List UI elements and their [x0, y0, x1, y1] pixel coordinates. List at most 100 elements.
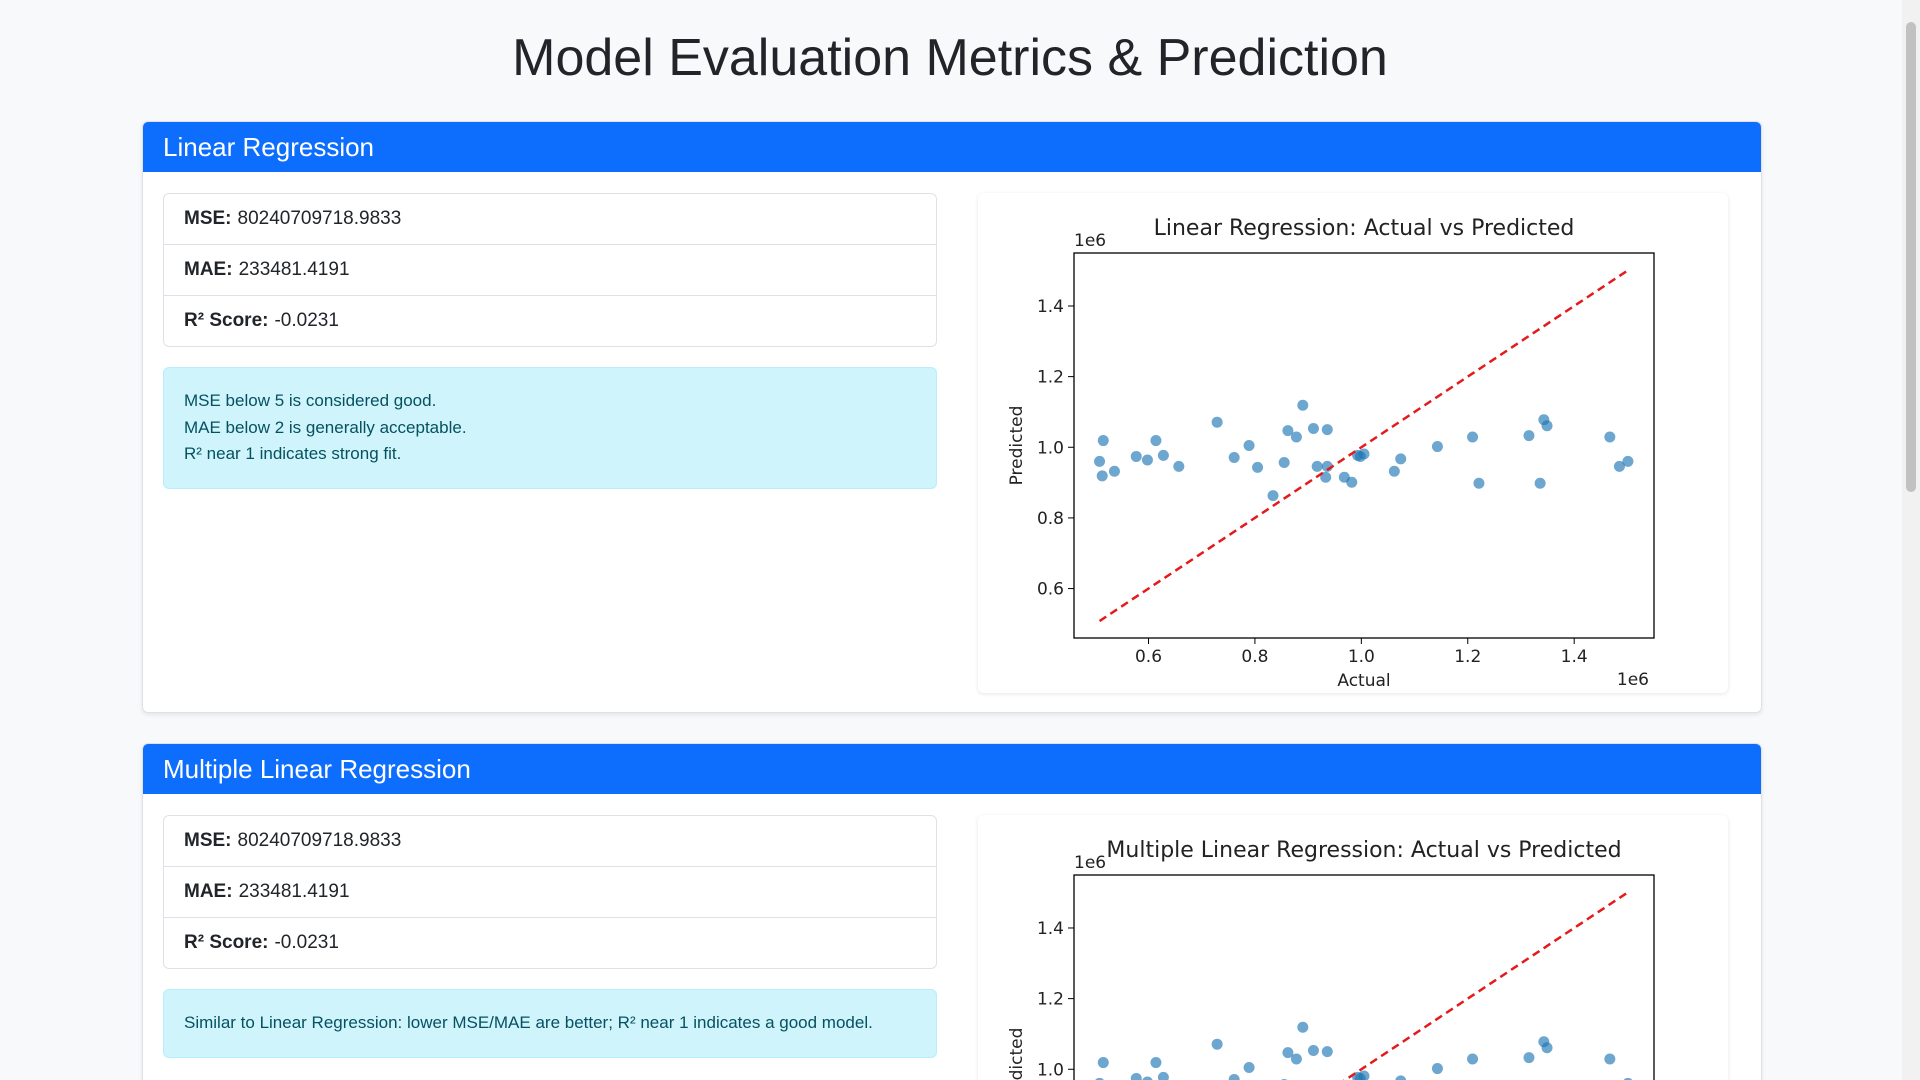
- point: [1604, 431, 1616, 443]
- x-tick-label: 0.8: [1241, 647, 1268, 667]
- metric-value: 80240709718.9833: [237, 830, 402, 851]
- x-axis-label: Actual: [1337, 671, 1390, 691]
- y-tick-label: 1.2: [1037, 990, 1064, 1010]
- x-tick-label: 1.2: [1454, 647, 1481, 667]
- point: [1252, 461, 1264, 473]
- point: [1243, 440, 1255, 451]
- y-tick-label: 0.6: [1037, 580, 1064, 600]
- point: [1228, 452, 1240, 464]
- point: [1228, 1074, 1240, 1080]
- point: [1096, 470, 1108, 482]
- point: [1157, 1071, 1169, 1080]
- point: [1211, 1038, 1223, 1050]
- y-axis-label: Predicted: [1007, 406, 1027, 486]
- y-tick-label: 1.0: [1037, 1060, 1064, 1080]
- reference-line: [1098, 269, 1629, 623]
- y-tick-label: 1.4: [1037, 919, 1064, 939]
- note-line: R² near 1 indicates strong fit.: [184, 444, 402, 463]
- y-axis-label: Predicted: [1007, 1028, 1027, 1080]
- chart-title: Linear Regression: Actual vs Predicted: [1154, 216, 1575, 241]
- y-offset-label: 1e6: [1074, 853, 1106, 873]
- y-offset-label: 1e6: [1074, 231, 1106, 251]
- point: [1142, 1076, 1153, 1080]
- point: [1395, 453, 1407, 465]
- metric-value: 80240709718.9833: [237, 208, 402, 229]
- point: [1130, 1072, 1142, 1080]
- metric-item: MAE: 233481.4191: [164, 866, 936, 917]
- point: [1613, 460, 1625, 472]
- point: [1282, 425, 1294, 437]
- model-card: Linear Regression MSE: 80240709718.9833 MAE…: [142, 121, 1762, 713]
- point: [1243, 1062, 1255, 1073]
- point: [1157, 449, 1169, 461]
- point: [1311, 460, 1323, 472]
- x-tick-label: 1.4: [1561, 647, 1588, 667]
- x-tick-label: 0.6: [1135, 647, 1162, 667]
- y-tick-label: 1.0: [1037, 438, 1064, 458]
- point: [1622, 455, 1634, 467]
- point: [1097, 435, 1109, 447]
- note-line: Similar to Linear Regression: lower MSE/…: [184, 1013, 873, 1032]
- point: [1346, 476, 1358, 488]
- point: [1321, 1046, 1333, 1058]
- point: [1094, 455, 1106, 467]
- point: [1431, 441, 1443, 453]
- point: [1358, 448, 1370, 460]
- point: [1358, 1070, 1370, 1080]
- y-tick-label: 1.4: [1037, 297, 1064, 317]
- point: [1290, 431, 1302, 443]
- metric-label: MAE:: [184, 881, 233, 902]
- metric-item: MSE: 80240709718.9833: [164, 816, 936, 866]
- note-alert: Similar to Linear Regression: lower MSE/…: [163, 989, 937, 1058]
- metric-value: -0.0231: [274, 932, 339, 953]
- point: [1523, 1052, 1535, 1064]
- point: [1541, 420, 1553, 432]
- metrics-list: MSE: 80240709718.9833 MAE: 233481.4191 R² Sc…: [163, 193, 937, 347]
- metric-label: MSE:: [184, 830, 232, 851]
- point: [1095, 1077, 1104, 1080]
- point: [1130, 450, 1142, 462]
- card-heading: Multiple Linear Regression: [143, 744, 1761, 794]
- point: [1320, 471, 1332, 483]
- note-alert: MSE below 5 is considered good. MAE below…: [163, 367, 937, 489]
- card-heading: Linear Regression: [143, 122, 1761, 172]
- point: [1267, 490, 1279, 502]
- point: [1150, 1057, 1162, 1069]
- metric-item: MAE: 233481.4191: [164, 244, 936, 295]
- point: [1307, 1045, 1319, 1057]
- scrollbar[interactable]: [1902, 0, 1920, 1080]
- point: [1290, 1053, 1302, 1065]
- scatter-chart: Multiple Linear Regression: Actual vs Pr…: [1007, 838, 1655, 1080]
- metric-value: -0.0231: [274, 310, 339, 331]
- metrics-list: MSE: 80240709718.9833 MAE: 233481.4191 R² Sc…: [163, 815, 937, 969]
- point: [1473, 477, 1485, 489]
- point: [1282, 1047, 1294, 1059]
- point: [1307, 423, 1319, 435]
- y-tick-label: 1.2: [1037, 368, 1064, 388]
- metric-label: MSE:: [184, 208, 232, 229]
- model-card: Multiple Linear Regression MSE: 8024070971…: [142, 743, 1762, 1080]
- note-line: MAE below 2 is generally acceptable.: [184, 417, 467, 437]
- point: [1097, 1057, 1109, 1069]
- page-title: Model Evaluation Metrics & Prediction: [512, 29, 1388, 87]
- point: [1297, 1021, 1309, 1033]
- point: [1467, 431, 1479, 443]
- point: [1467, 1053, 1479, 1065]
- y-tick-label: 0.8: [1037, 509, 1064, 529]
- plot-frame: [1073, 252, 1655, 639]
- point: [1141, 454, 1153, 466]
- point: [1297, 399, 1309, 411]
- x-tick-label: 1.0: [1348, 647, 1375, 667]
- metric-item: R² Score: -0.0231: [164, 917, 936, 968]
- point: [1395, 1075, 1407, 1080]
- metric-item: R² Score: -0.0231: [164, 295, 936, 346]
- point: [1623, 1077, 1633, 1080]
- point: [1604, 1053, 1616, 1065]
- metric-value: 233481.4191: [238, 259, 350, 280]
- plot-frame: [1073, 874, 1655, 1080]
- scroll-thumb[interactable]: [1906, 22, 1916, 492]
- point: [1523, 430, 1535, 442]
- point: [1321, 424, 1333, 436]
- chart-title: Multiple Linear Regression: Actual vs Pr…: [1106, 838, 1621, 863]
